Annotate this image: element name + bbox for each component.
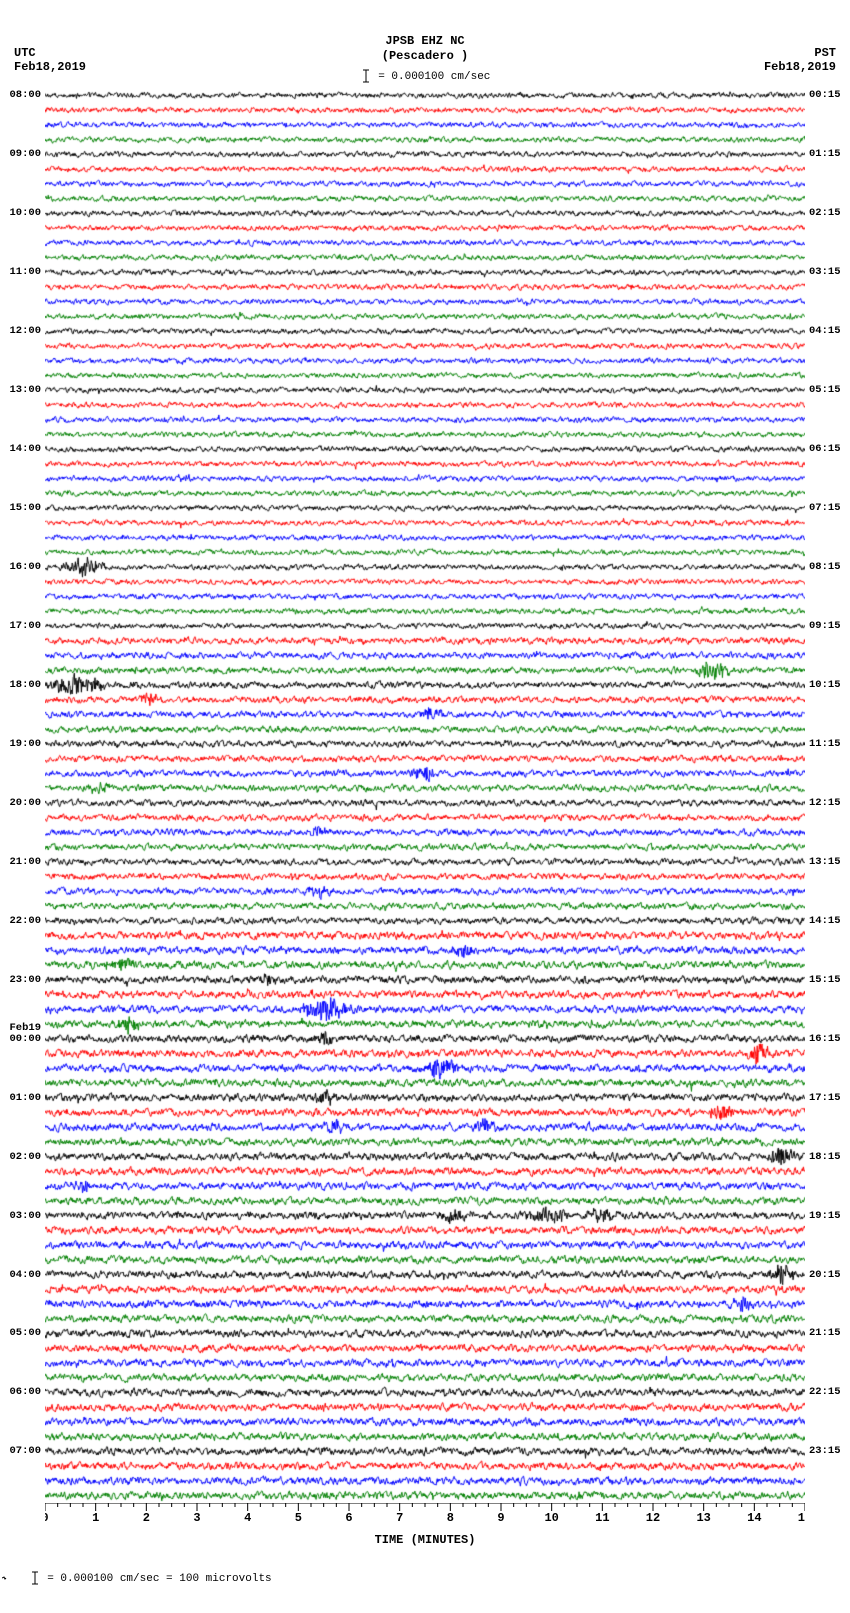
scale-bar-icon (360, 68, 372, 84)
scale-text: = 0.000100 cm/sec (378, 71, 490, 83)
left-time-label: 18:00 (9, 679, 41, 691)
footer-scale-text: = 0.000100 cm/sec = 100 microvolts (47, 1573, 271, 1585)
x-tick-label: 0 (45, 1511, 49, 1521)
x-tick-label: 4 (244, 1511, 251, 1521)
station-code: JPSB EHZ NC (0, 34, 850, 49)
right-time-label: 02:15 (809, 207, 841, 219)
right-time-labels: 00:15 01:15 02:15 03:15 04:15 05:15 06:15 07:15… (805, 88, 850, 1503)
seismogram-canvas (45, 88, 805, 1503)
right-time-label: 06:15 (809, 443, 841, 455)
right-time-label: 23:15 (809, 1445, 841, 1457)
x-axis-label: TIME (MINUTES) (0, 1533, 850, 1547)
left-time-label: 13:00 (9, 384, 41, 396)
left-time-label: 14:00 (9, 443, 41, 455)
left-time-label: 08:00 (9, 89, 41, 101)
left-time-label: 21:00 (9, 856, 41, 868)
left-time-label: 04:00 (9, 1269, 41, 1281)
right-time-label: 20:15 (809, 1269, 841, 1281)
header-center: JPSB EHZ NC (Pescadero ) (0, 34, 850, 64)
right-time-label: 17:15 (809, 1092, 841, 1104)
left-time-label: 20:00 (9, 797, 41, 809)
right-time-label: 15:15 (809, 974, 841, 986)
x-tick-label: 15 (798, 1511, 805, 1521)
right-time-label: 08:15 (809, 561, 841, 573)
right-time-label: 22:15 (809, 1386, 841, 1398)
left-time-label: 16:00 (9, 561, 41, 573)
x-tick-label: 11 (595, 1511, 609, 1521)
right-time-label: 01:15 (809, 148, 841, 160)
left-time-label: 07:00 (9, 1445, 41, 1457)
left-time-label: 01:00 (9, 1092, 41, 1104)
right-time-label: 21:15 (809, 1327, 841, 1339)
left-time-label: 03:00 (9, 1210, 41, 1222)
x-tick-label: 14 (747, 1511, 761, 1521)
right-time-label: 16:15 (809, 1033, 841, 1045)
left-time-labels: 08:00 09:00 10:00 11:00 12:00 13:00 14:00 15:00… (0, 88, 45, 1503)
x-tick-label: 6 (345, 1511, 352, 1521)
x-tick-label: 10 (544, 1511, 558, 1521)
x-tick-label: 2 (143, 1511, 150, 1521)
left-time-label: 15:00 (9, 502, 41, 514)
left-time-label: 23:00 (9, 974, 41, 986)
scale-indicator: = 0.000100 cm/sec (0, 68, 850, 84)
left-time-label: 06:00 (9, 1386, 41, 1398)
x-tick-label: 5 (295, 1511, 302, 1521)
pst-tz-label: PST (764, 46, 836, 60)
right-time-label: 13:15 (809, 856, 841, 868)
left-time-label: 09:00 (9, 148, 41, 160)
right-time-label: 14:15 (809, 915, 841, 927)
footer-scale-bar-icon (29, 1570, 41, 1586)
right-time-label: 03:15 (809, 266, 841, 278)
left-time-label: 19:00 (9, 738, 41, 750)
right-time-label: 09:15 (809, 620, 841, 632)
right-time-label: 19:15 (809, 1210, 841, 1222)
x-axis-ticks: 0123456789101112131415 (45, 1503, 805, 1521)
x-tick-label: 9 (497, 1511, 504, 1521)
left-time-label: 22:00 (9, 915, 41, 927)
right-time-label: 12:15 (809, 797, 841, 809)
right-time-label: 18:15 (809, 1151, 841, 1163)
right-time-label: 00:15 (809, 89, 841, 101)
left-time-label: 11:00 (9, 266, 41, 278)
left-time-label: 05:00 (9, 1327, 41, 1339)
station-location: (Pescadero ) (0, 49, 850, 64)
x-tick-label: 3 (193, 1511, 200, 1521)
right-time-label: 04:15 (809, 325, 841, 337)
right-time-label: 11:15 (809, 738, 841, 750)
x-tick-label: 13 (696, 1511, 710, 1521)
left-time-label: 10:00 (9, 207, 41, 219)
left-time-label: 12:00 (9, 325, 41, 337)
footer-scale: = 0.000100 cm/sec = 100 microvolts (2, 1570, 272, 1586)
left-time-label: 00:00 (9, 1033, 41, 1045)
x-tick-label: 7 (396, 1511, 403, 1521)
right-time-label: 10:15 (809, 679, 841, 691)
x-tick-label: 8 (447, 1511, 454, 1521)
left-time-label: 02:00 (9, 1151, 41, 1163)
footer-scale-waveform-icon (2, 1570, 22, 1586)
left-time-label: 17:00 (9, 620, 41, 632)
right-time-label: 07:15 (809, 502, 841, 514)
right-time-label: 05:15 (809, 384, 841, 396)
x-tick-label: 12 (646, 1511, 660, 1521)
x-tick-label: 1 (92, 1511, 99, 1521)
